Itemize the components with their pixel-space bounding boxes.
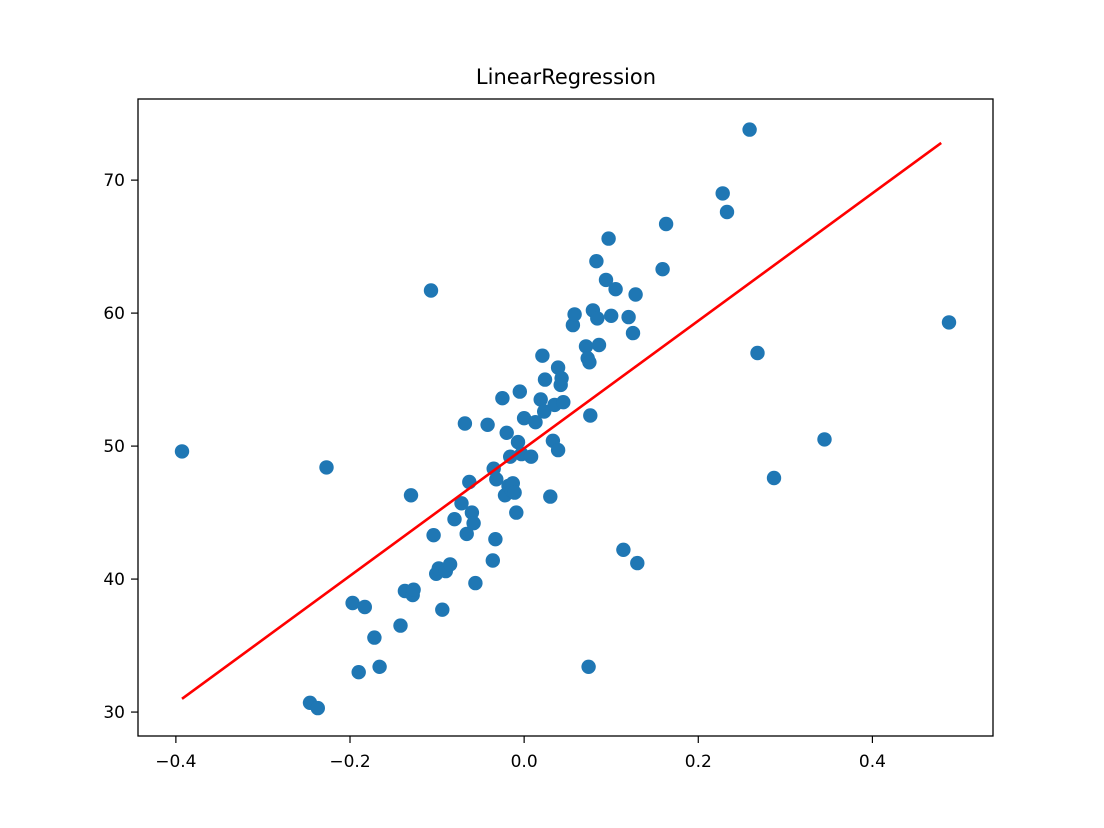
data-point [630, 555, 645, 571]
data-point [468, 575, 483, 591]
data-point [658, 216, 674, 232]
data-point [581, 659, 596, 674]
data-point [583, 408, 598, 423]
data-point [510, 434, 526, 450]
data-point [598, 272, 614, 288]
data-point [507, 485, 522, 500]
data-point [345, 595, 360, 611]
data-point [608, 282, 623, 297]
x-tick-label: 0.0 [511, 752, 538, 772]
data-point [554, 371, 569, 386]
chart-title: LinearRegression [476, 65, 656, 89]
data-point [357, 599, 372, 615]
x-tick-label: −0.4 [155, 752, 196, 772]
data-point [423, 283, 439, 298]
data-point [719, 204, 735, 220]
data-point [628, 287, 643, 302]
data-point [488, 532, 503, 547]
data-point [817, 432, 832, 447]
data-point [550, 442, 566, 458]
data-point [459, 526, 474, 542]
data-point [466, 516, 481, 531]
data-point [495, 391, 510, 406]
data-point [523, 449, 539, 464]
data-point [621, 309, 636, 325]
data-point [454, 496, 469, 511]
x-tick-label: 0.4 [859, 752, 886, 772]
x-tick-label: −0.2 [329, 752, 370, 772]
data-point [582, 355, 597, 370]
data-point [655, 262, 670, 277]
y-tick-label: 30 [103, 703, 125, 723]
data-point [464, 505, 480, 520]
data-point [537, 372, 553, 387]
data-point [535, 348, 550, 363]
data-point [426, 528, 441, 543]
data-point [941, 315, 957, 330]
x-tick-label: 0.2 [685, 752, 712, 772]
data-point [174, 444, 190, 459]
data-point [604, 308, 619, 323]
data-point [766, 470, 782, 486]
x-axis: −0.4 −0.2 0.0 0.2 0.4 [155, 736, 886, 772]
y-axis: 30 40 50 60 70 [103, 171, 138, 723]
data-point [625, 325, 641, 341]
data-point [489, 472, 504, 487]
y-tick-label: 40 [103, 570, 125, 590]
data-point [435, 602, 450, 617]
data-point [480, 417, 495, 432]
data-point [750, 345, 765, 361]
data-point [616, 542, 631, 557]
data-point [442, 557, 458, 572]
data-point [543, 489, 558, 504]
data-point [403, 488, 419, 503]
data-point [406, 582, 421, 597]
data-point [578, 339, 594, 354]
regression-line [181, 141, 942, 700]
scatter-points [174, 122, 957, 716]
data-point [567, 307, 582, 322]
data-point [589, 254, 604, 269]
data-point [528, 415, 543, 430]
regression-line-layer [181, 141, 942, 700]
data-point [516, 411, 532, 426]
data-point [457, 416, 473, 431]
data-point [509, 505, 524, 520]
data-point [591, 337, 607, 353]
data-point [742, 122, 757, 137]
data-point [393, 618, 408, 633]
data-point [310, 700, 325, 716]
data-point [372, 659, 387, 674]
data-point [533, 392, 548, 407]
data-point [485, 553, 500, 568]
data-point [351, 665, 366, 680]
data-point [565, 317, 581, 333]
y-tick-label: 70 [103, 171, 125, 191]
y-tick-label: 60 [103, 304, 125, 324]
data-point [556, 395, 571, 410]
data-point [590, 311, 605, 326]
data-point [499, 425, 514, 440]
data-point [512, 384, 527, 399]
data-point [447, 512, 462, 527]
data-point [319, 460, 334, 475]
data-point [601, 231, 616, 246]
y-tick-label: 50 [103, 437, 125, 457]
data-point [537, 404, 552, 419]
data-point [367, 630, 382, 645]
plot-frame [137, 98, 994, 737]
data-point [715, 186, 730, 201]
